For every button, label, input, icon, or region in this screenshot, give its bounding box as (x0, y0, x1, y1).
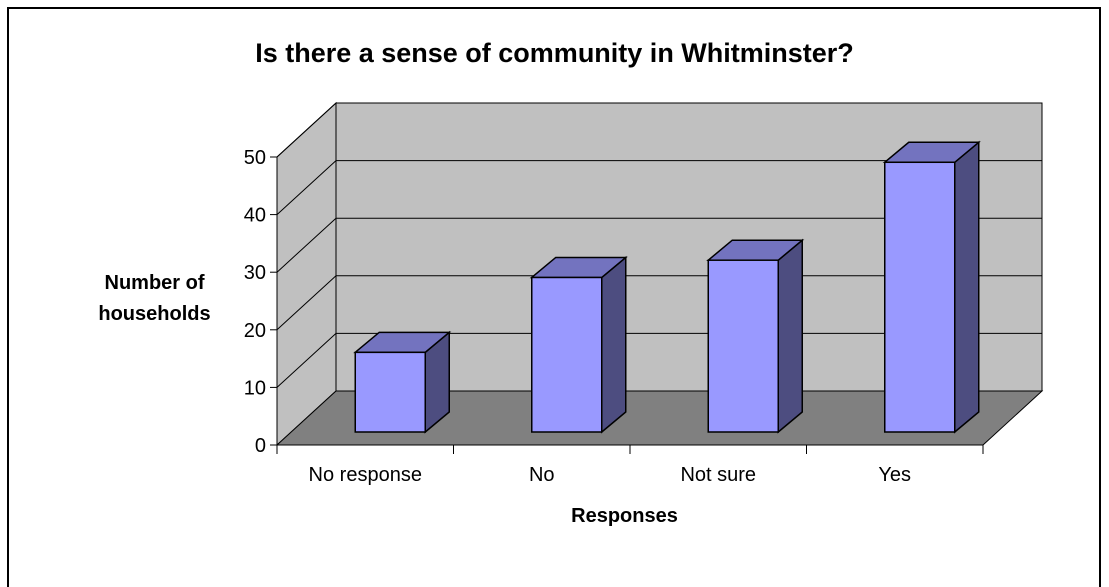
x-tick-label: No (529, 464, 555, 486)
y-tick-label: 50 (244, 147, 266, 169)
y-axis-title: Number of households (98, 272, 211, 325)
bar-front (884, 161, 956, 433)
side-wall (276, 101, 337, 447)
chart-plot: 0 10 20 30 40 50 No response No Not sure Yes (244, 101, 1044, 486)
gridline (276, 160, 1042, 215)
bar (529, 255, 628, 434)
y-tick-label: 0 (255, 435, 266, 457)
axes (270, 156, 984, 454)
bars (353, 140, 981, 434)
bar (882, 140, 981, 434)
y-tick-label: 10 (244, 377, 266, 399)
bar-front (531, 276, 603, 433)
bar-front (707, 259, 779, 433)
chart-title: Is there a sense of community in Whitmin… (255, 38, 854, 68)
gridlines (276, 102, 1042, 388)
bar (353, 330, 452, 434)
gridline (276, 332, 1042, 388)
bar-side (954, 140, 980, 434)
gridline (276, 217, 1042, 273)
y-tick-label: 40 (244, 205, 266, 227)
x-tick-label: Not sure (680, 464, 756, 486)
x-tick-label: Yes (878, 464, 911, 486)
x-axis-title: Responses (571, 505, 678, 527)
bar-side (601, 255, 627, 434)
gridline (276, 102, 1042, 158)
bar-front (354, 351, 426, 433)
bar-side (777, 238, 803, 434)
bar (706, 238, 805, 434)
gridline (276, 275, 1042, 331)
tick-labels: 0 10 20 30 40 50 No response No Not sure Yes (244, 147, 911, 486)
plot-walls (275, 101, 1044, 447)
y-tick-label: 20 (244, 320, 266, 342)
x-tick-label: No response (309, 464, 422, 486)
y-tick-label: 30 (244, 262, 266, 284)
